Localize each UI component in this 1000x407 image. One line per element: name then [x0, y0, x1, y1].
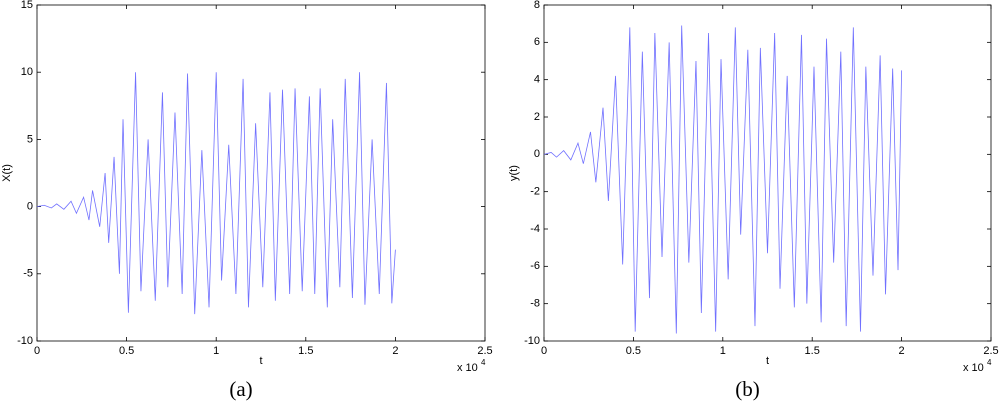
- y-tick-label: 15: [21, 0, 33, 11]
- plot-frame: [36, 4, 486, 342]
- x-axis-label: t: [766, 355, 769, 367]
- x-tick-label: 2.5: [477, 345, 492, 357]
- y-tick-label: 0: [27, 201, 33, 213]
- y-tick-label: 8: [534, 0, 540, 11]
- x-tick-label: 0.5: [119, 345, 134, 357]
- x-scale-label: x 10: [963, 362, 984, 374]
- x-tick-label: 2: [392, 345, 398, 357]
- y-tick-label: -6: [530, 260, 540, 272]
- data-line: [543, 25, 902, 334]
- y-tick-label: -2: [530, 186, 540, 198]
- x-tick-label: 2.5: [983, 345, 998, 357]
- x-scale-exponent: 4: [481, 358, 486, 367]
- x-scale-exponent: 4: [987, 358, 992, 367]
- y-axis-label: X(t): [1, 164, 13, 182]
- x-tick-label: 1.5: [298, 345, 313, 357]
- caption: (b): [735, 377, 760, 401]
- y-tick-label: 10: [21, 66, 33, 78]
- y-tick-label: 6: [534, 36, 540, 48]
- x-tick-label: 1.5: [805, 345, 820, 357]
- x-tick-label: 1: [720, 345, 726, 357]
- x-scale-label: x 10: [457, 362, 478, 374]
- x-tick-label: 0.5: [626, 345, 641, 357]
- y-tick-label: -5: [23, 268, 33, 280]
- x-axis-label: t: [259, 355, 262, 367]
- y-tick-label: 5: [27, 133, 33, 145]
- x-tick-label: 2: [899, 345, 905, 357]
- x-tick-label: 0: [34, 345, 40, 357]
- y-axis-label: y(t): [508, 165, 520, 181]
- caption: (a): [229, 377, 252, 401]
- y-tick-label: -10: [524, 335, 540, 347]
- y-tick-label: 0: [534, 148, 540, 160]
- y-tick-label: -8: [530, 298, 540, 310]
- plot-frame: [543, 4, 992, 342]
- x-tick-label: 1: [213, 345, 219, 357]
- y-tick-label: -10: [17, 335, 33, 347]
- y-tick-label: 4: [534, 74, 540, 86]
- data-line: [36, 72, 396, 315]
- y-tick-label: -4: [530, 223, 540, 235]
- y-tick-label: 2: [534, 111, 540, 123]
- x-tick-label: 0: [541, 345, 547, 357]
- chart: 0 0.5 1 1.5 2 2.5 -10 -5 0 5 10 15 t X(t) x 10 4 (a): [1, 0, 493, 401]
